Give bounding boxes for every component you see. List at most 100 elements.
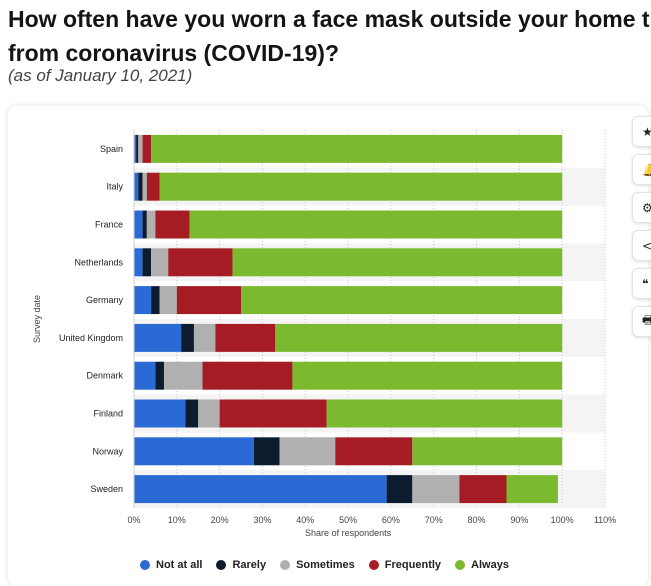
category-label: Spain [100, 144, 123, 154]
bar-segment [159, 172, 563, 201]
legend-swatch [216, 560, 227, 570]
bar-segment [292, 361, 563, 390]
x-tick-label: 80% [468, 515, 486, 525]
chart-legend: Not at all Rarely Sometimes Frequently Alway… [140, 559, 509, 571]
legend-swatch [455, 560, 466, 570]
bar-segment [241, 286, 563, 315]
category-label: Norway [92, 446, 123, 456]
bar-segment [412, 437, 563, 466]
quote-icon: ❝ [642, 276, 649, 291]
bar-segment [134, 286, 152, 315]
bar-segment [142, 210, 147, 239]
star-icon: ★ [642, 124, 651, 139]
x-tick-label: 0% [127, 515, 140, 525]
legend-label: Frequently [384, 559, 442, 571]
bell-icon: 🔔 [642, 162, 651, 177]
chart-title-line-1: How often have you worn a face mask outs… [8, 6, 650, 32]
bar-segment [134, 437, 254, 466]
bar-segment [176, 286, 242, 315]
bar-segment [151, 134, 563, 163]
bell-button[interactable]: 🔔 [632, 154, 651, 185]
x-tick-label: 90% [510, 515, 528, 525]
gear-icon: ⚙ [642, 200, 651, 215]
bar-segment [134, 210, 143, 239]
legend-item[interactable]: Not at all [140, 559, 202, 571]
x-tick-label: 10% [168, 515, 186, 525]
bar-segment [151, 286, 160, 315]
chart-subtitle: (as of January 10, 2021) [8, 66, 193, 85]
legend-label: Rarely [232, 559, 267, 571]
chart-title-line-2: from coronavirus (COVID-19)? [8, 40, 339, 66]
category-label: Sweden [90, 484, 123, 494]
bar-segment [215, 323, 276, 352]
x-tick-label: 30% [253, 515, 271, 525]
bar-segment [232, 248, 563, 277]
legend-item[interactable]: Sometimes [280, 559, 355, 571]
print-button[interactable]: 🖶 [632, 306, 651, 337]
category-label: Italy [106, 182, 123, 192]
category-label: Netherlands [74, 257, 123, 267]
bar-segment [163, 361, 203, 390]
share-button[interactable]: < [632, 230, 651, 261]
x-tick-label: 110% [594, 515, 616, 525]
category-label: France [95, 220, 123, 230]
bar-segment [181, 323, 194, 352]
bar-segment [142, 248, 152, 277]
legend-item[interactable]: Always [455, 559, 509, 571]
bar-segment [146, 172, 160, 201]
legend-item[interactable]: Frequently [368, 559, 442, 571]
bar-segment [134, 475, 387, 504]
bar-segment [185, 399, 199, 428]
legend-label: Sometimes [296, 559, 355, 571]
bar-segment [326, 399, 563, 428]
x-axis-title: Share of respondents [305, 528, 392, 538]
y-axis-title: Survey date [32, 295, 42, 343]
legend-swatch [280, 560, 291, 570]
bar-segment [386, 475, 413, 504]
bar-segment [134, 172, 139, 201]
bar-segment [138, 172, 143, 201]
bar-segment [275, 323, 563, 352]
bar-segment [142, 134, 152, 163]
x-tick-label: 70% [425, 515, 443, 525]
bar-segment [279, 437, 336, 466]
bar-segment [335, 437, 413, 466]
x-tick-label: 100% [551, 515, 574, 525]
print-icon: 🖶 [642, 313, 651, 327]
share-icon: < [642, 238, 651, 253]
bar-segment [138, 134, 143, 163]
quote-button[interactable]: ❝ [632, 268, 651, 299]
bar-segment [155, 361, 164, 390]
chart-title: How often have you worn a face mask outs… [8, 2, 651, 70]
bar-segment [193, 323, 216, 352]
x-tick-label: 50% [339, 515, 357, 525]
bar-segment [202, 361, 293, 390]
bar-segment [168, 248, 233, 277]
category-label: Denmark [86, 371, 123, 381]
star-button[interactable]: ★ [632, 116, 651, 147]
bar-segment [198, 399, 220, 428]
bar-segment [506, 475, 558, 504]
bar-segment [136, 134, 139, 163]
bar-segment [151, 248, 169, 277]
bar-segment [134, 399, 186, 428]
legend-item[interactable]: Rarely [216, 559, 266, 571]
legend-label: Always [471, 559, 509, 571]
category-label: Finland [93, 409, 123, 419]
bar-segment [159, 286, 177, 315]
chart-toolbar: ★ 🔔 ⚙ < ❝ 🖶 [632, 116, 651, 337]
bar-segment [134, 323, 182, 352]
bar-segment [134, 361, 156, 390]
bar-segment [155, 210, 190, 239]
category-label: United Kingdom [59, 333, 123, 343]
bar-segment [134, 248, 143, 277]
bar-segment [459, 475, 507, 504]
bar-segment [189, 210, 563, 239]
x-tick-label: 20% [211, 515, 229, 525]
legend-swatch [368, 560, 379, 570]
x-tick-label: 60% [382, 515, 400, 525]
bar-segment [412, 475, 460, 504]
gear-button[interactable]: ⚙ [632, 192, 651, 223]
legend-label: Not at all [156, 559, 203, 571]
